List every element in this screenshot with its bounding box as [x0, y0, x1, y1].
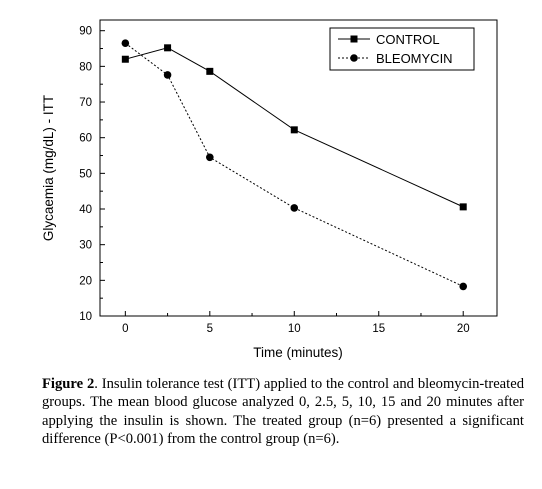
data-point-control	[459, 203, 467, 211]
data-point-bleomycin	[121, 39, 130, 47]
data-point-bleomycin	[163, 71, 172, 79]
chart: 0 5 10 15 20 10 20 30 40 50 60 70 80 90 Time (minute…	[41, 19, 498, 360]
y-tick-label: 50	[79, 168, 92, 180]
data-point-control	[164, 44, 172, 52]
legend-box	[329, 27, 475, 71]
plot-frame	[99, 19, 498, 317]
y-tick-label: 70	[79, 97, 92, 109]
y-tick-label: 30	[79, 240, 92, 252]
y-tick-label: 40	[79, 204, 92, 216]
x-axis-ticks: 0 5 10 15 20	[122, 311, 470, 335]
data-point-bleomycin	[290, 204, 299, 212]
figure-caption-text: . Insulin tolerance test (ITT) applied t…	[42, 376, 524, 448]
x-tick-label: 20	[457, 323, 470, 335]
figure-caption: Figure 2. Insulin tolerance test (ITT) a…	[42, 375, 524, 449]
x-tick-label: 5	[207, 323, 213, 335]
y-axis-ticks: 10 20 30 40 50 60 70 80 90	[79, 26, 105, 323]
series-layer	[121, 39, 468, 291]
x-tick-label: 15	[372, 323, 385, 335]
legend-control-marker	[350, 35, 358, 43]
legend: CONTROL BLEOMYCIN	[329, 27, 475, 71]
x-tick-label: 0	[122, 323, 128, 335]
data-point-control	[121, 55, 129, 63]
y-tick-label: 60	[79, 133, 92, 145]
figure-label: Figure 2	[42, 376, 95, 392]
y-tick-label: 90	[79, 26, 92, 38]
legend-control-label: CONTROL	[376, 32, 440, 47]
data-point-control	[206, 67, 214, 75]
y-tick-label: 20	[79, 275, 92, 287]
x-axis-label: Time (minutes)	[253, 345, 343, 360]
y-axis-label: Glycaemia (mg/dL) - ITT	[41, 95, 56, 241]
data-point-bleomycin	[206, 153, 214, 162]
data-point-control	[290, 126, 298, 134]
series-line-bleomycin	[125, 42, 464, 287]
y-tick-label: 80	[79, 61, 92, 73]
legend-bleomycin-label: BLEOMYCIN	[376, 51, 453, 66]
plot-area	[99, 19, 498, 317]
x-tick-label: 10	[288, 323, 301, 335]
y-tick-label: 10	[79, 311, 92, 323]
legend-bleomycin-marker	[350, 54, 358, 62]
data-point-bleomycin	[459, 282, 468, 291]
